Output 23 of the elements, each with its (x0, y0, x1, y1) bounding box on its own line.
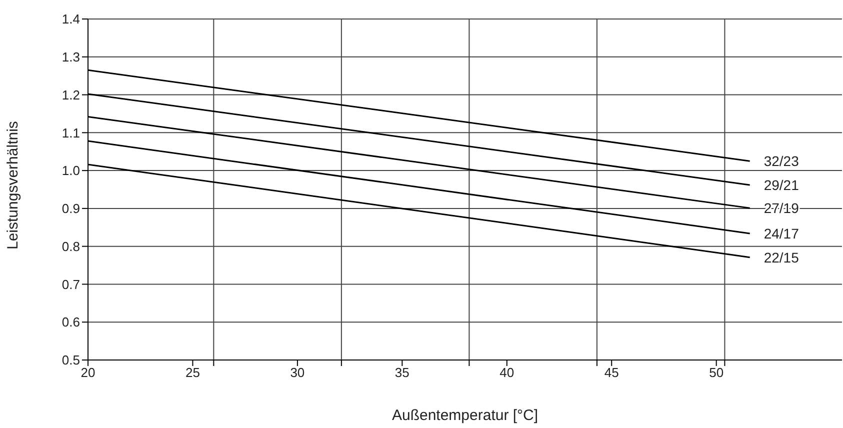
y-tick-label: 1.4 (62, 12, 80, 27)
series-label: 24/17 (764, 225, 800, 242)
series-label: 32/23 (764, 153, 800, 170)
series-label: 29/21 (764, 176, 800, 193)
y-axis-title: Leistungsverhältnis (4, 121, 22, 250)
y-tick-label: 1.2 (62, 87, 80, 102)
x-tick-label: 40 (500, 365, 514, 380)
y-tick-label: 0.8 (62, 238, 80, 254)
x-tick-label: 20 (80, 365, 96, 380)
x-tick-label: 35 (394, 365, 410, 380)
x-tick-label: 25 (185, 365, 200, 380)
y-tick-label: 1.3 (62, 50, 80, 65)
y-tick-label: 1.0 (62, 163, 80, 178)
y-tick-label: 0.6 (62, 314, 80, 330)
x-tick-label: 45 (604, 365, 619, 380)
x-tick-label: 50 (709, 365, 724, 380)
y-tick-label: 0.9 (62, 201, 80, 216)
y-tick-label: 1.1 (62, 125, 80, 140)
series-label: 22/15 (764, 249, 800, 266)
x-tick-label: 30 (290, 365, 305, 380)
y-tick-label: 0.5 (62, 352, 80, 368)
x-axis-title: Außentemperatur [°C] (392, 407, 538, 424)
y-tick-label: 0.7 (62, 276, 80, 292)
